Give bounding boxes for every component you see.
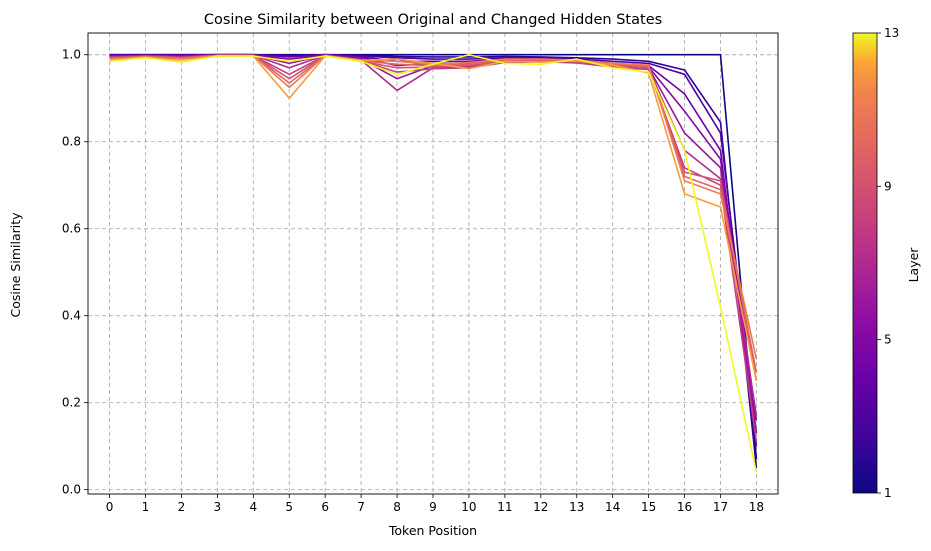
x-tick-label: 2 [178,500,186,514]
y-axis-label: Cosine Similarity [8,212,23,318]
x-tick-label: 3 [214,500,222,514]
x-tick-label: 4 [249,500,257,514]
grid-layer [88,33,778,494]
y-tick-label: 0.6 [62,222,81,236]
x-tick-label: 13 [569,500,584,514]
x-tick-label: 9 [429,500,437,514]
y-tick-label: 0.2 [62,396,81,410]
x-tick-label: 10 [461,500,476,514]
series-line-layer-13 [109,53,758,473]
colorbar-ticks: 1 5 9 13 [877,26,899,500]
y-tick-label: 0.8 [62,135,81,149]
colorbar-gradient [852,32,878,494]
colorbar-tick-label: 1 [884,486,892,500]
y-tick-label: 0.0 [62,483,81,497]
x-tick-label: 8 [393,500,401,514]
x-tick-label: 12 [533,500,548,514]
y-tick-label: 0.4 [62,309,81,323]
x-tick-label: 17 [713,500,728,514]
x-tick-label: 16 [677,500,692,514]
series-layer [109,53,758,473]
plot-frame [87,32,779,495]
x-tick-label: 7 [357,500,365,514]
colorbar: 1 5 9 13 Layer [852,26,921,500]
x-tick-label: 6 [321,500,329,514]
x-tick-label: 11 [497,500,512,514]
x-tick-label: 0 [106,500,114,514]
x-tick-label: 1 [142,500,150,514]
colorbar-label: Layer [906,247,921,283]
chart-title: Cosine Similarity between Original and C… [204,12,662,28]
x-tick-label: 15 [641,500,656,514]
x-axis-ticks: 0 1 2 3 4 5 6 7 8 9 10 11 12 13 14 15 16 17 18 [106,494,764,514]
x-axis-label: Token Position [388,523,477,538]
x-tick-label: 14 [605,500,620,514]
colorbar-tick-label: 9 [884,179,892,193]
x-tick-label: 18 [749,500,764,514]
colorbar-tick-label: 5 [884,333,892,347]
colorbar-tick-label: 13 [884,26,899,40]
x-tick-label: 5 [285,500,293,514]
y-axis-ticks: 0.0 0.2 0.4 0.6 0.8 1.0 [62,48,88,497]
y-tick-label: 1.0 [62,48,81,62]
